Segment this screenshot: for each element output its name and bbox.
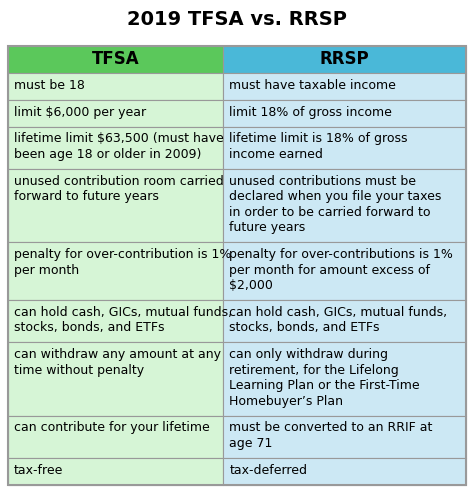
Text: lifetime limit is 18% of gross
income earned: lifetime limit is 18% of gross income ea…: [229, 133, 408, 161]
Text: RRSP: RRSP: [320, 51, 369, 68]
Bar: [223, 73, 466, 100]
Bar: [8, 243, 223, 300]
Text: can hold cash, GICs, mutual funds,
stocks, bonds, and ETFs: can hold cash, GICs, mutual funds, stock…: [14, 306, 232, 334]
Text: can only withdraw during
retirement, for the Lifelong
Learning Plan or the First: can only withdraw during retirement, for…: [229, 348, 420, 408]
Text: 2019 TFSA vs. RRSP: 2019 TFSA vs. RRSP: [127, 10, 347, 29]
Bar: [8, 46, 466, 485]
Text: limit 18% of gross income: limit 18% of gross income: [229, 106, 392, 118]
Bar: [223, 300, 466, 343]
Bar: [8, 300, 223, 343]
Text: unused contributions must be
declared when you file your taxes
in order to be ca: unused contributions must be declared wh…: [229, 175, 442, 234]
Bar: [223, 127, 466, 169]
Bar: [8, 343, 223, 416]
Bar: [223, 416, 466, 458]
Text: can hold cash, GICs, mutual funds,
stocks, bonds, and ETFs: can hold cash, GICs, mutual funds, stock…: [229, 306, 447, 334]
Bar: [8, 46, 223, 73]
Text: limit $6,000 per year: limit $6,000 per year: [14, 106, 146, 118]
Text: unused contribution room carried
forward to future years: unused contribution room carried forward…: [14, 175, 224, 203]
Bar: [8, 127, 223, 169]
Text: must be 18: must be 18: [14, 79, 85, 92]
Bar: [8, 416, 223, 458]
Bar: [223, 458, 466, 485]
Bar: [223, 343, 466, 416]
Text: tax-deferred: tax-deferred: [229, 464, 307, 477]
Text: lifetime limit $63,500 (must have
been age 18 or older in 2009): lifetime limit $63,500 (must have been a…: [14, 133, 224, 161]
Bar: [223, 100, 466, 127]
Text: must have taxable income: must have taxable income: [229, 79, 396, 92]
Bar: [223, 169, 466, 243]
Bar: [223, 243, 466, 300]
Text: tax-free: tax-free: [14, 464, 64, 477]
Text: TFSA: TFSA: [92, 51, 139, 68]
Text: penalty for over-contribution is 1%
per month: penalty for over-contribution is 1% per …: [14, 248, 231, 276]
Bar: [223, 46, 466, 73]
Bar: [8, 169, 223, 243]
Bar: [8, 458, 223, 485]
Text: must be converted to an RRIF at
age 71: must be converted to an RRIF at age 71: [229, 421, 433, 450]
Bar: [8, 73, 223, 100]
Text: can contribute for your lifetime: can contribute for your lifetime: [14, 421, 210, 435]
Bar: [8, 100, 223, 127]
Text: can withdraw any amount at any
time without penalty: can withdraw any amount at any time with…: [14, 348, 221, 377]
Text: penalty for over-contributions is 1%
per month for amount excess of
$2,000: penalty for over-contributions is 1% per…: [229, 248, 453, 292]
